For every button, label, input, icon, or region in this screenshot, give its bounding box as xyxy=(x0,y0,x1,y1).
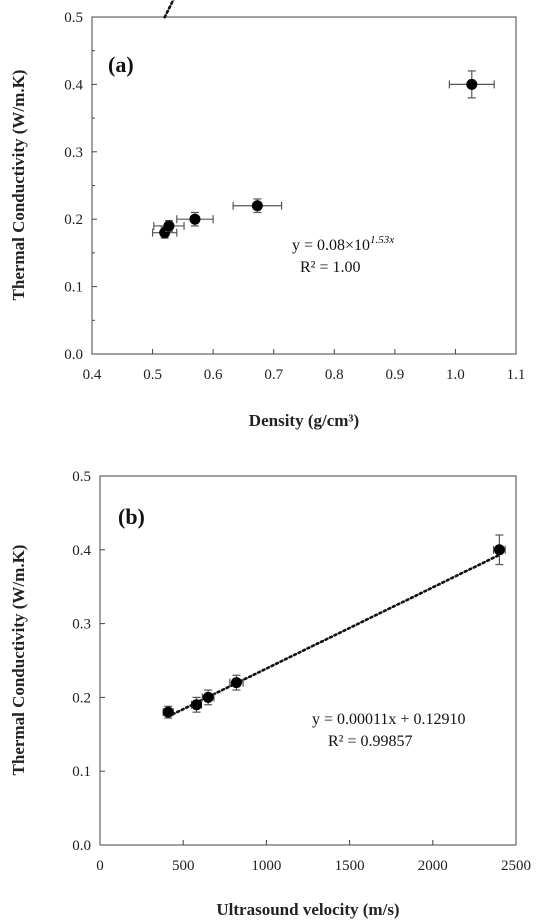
y-tick-label-b: 0.2 xyxy=(72,690,91,706)
y-tick-label-b: 0.3 xyxy=(72,617,91,633)
x-tick-label-a: 0.4 xyxy=(83,367,102,383)
trendline-a xyxy=(163,0,175,19)
y-axis-title-a: Thermal Conductivity (W/m.K) xyxy=(9,70,28,301)
y-tick-label-a: 0.0 xyxy=(64,347,83,363)
marker xyxy=(493,544,505,556)
r2-a: R² = 1.00 xyxy=(300,259,361,276)
x-axis-title-a: Density (g/cm³) xyxy=(249,411,359,430)
panel-label-a: (a) xyxy=(108,52,134,77)
x-tick-label-a: 0.5 xyxy=(143,367,162,383)
equation-b: y = 0.00011x + 0.12910 xyxy=(312,711,465,728)
x-tick-label-b: 500 xyxy=(172,858,195,874)
x-tick-label-b: 1500 xyxy=(335,858,365,874)
x-axis-title-b: Ultrasound velocity (m/s) xyxy=(216,900,399,919)
data-point-b xyxy=(162,705,174,719)
x-tick-label-b: 2000 xyxy=(418,858,448,874)
y-tick-label-b: 0.1 xyxy=(72,764,91,780)
x-tick-label-a: 0.6 xyxy=(204,367,223,383)
plot-area-b xyxy=(99,475,517,846)
y-tick-label-a: 0.3 xyxy=(64,145,83,161)
marker xyxy=(163,220,175,232)
trendline-b xyxy=(166,553,501,718)
x-tick-label-a: 0.8 xyxy=(325,367,344,383)
equation-a: y = 0.08×101.53x xyxy=(292,234,394,254)
marker xyxy=(230,677,242,689)
r2-b: R² = 0.99857 xyxy=(328,733,413,750)
y-tick-label-b: 0.5 xyxy=(72,469,91,485)
x-tick-label-b: 1000 xyxy=(251,858,281,874)
x-tick-label-a: 1.0 xyxy=(446,367,465,383)
plot-area-a xyxy=(91,16,517,355)
x-tick-label-b: 2500 xyxy=(501,858,531,874)
marker xyxy=(202,691,214,703)
marker xyxy=(466,78,478,90)
data-point-a xyxy=(232,198,283,214)
marker xyxy=(251,200,263,212)
panel-a: 0.0 0.1 0.2 0.3 0.4 0.5 0.4 0.5 0.6 0.7 0.8 0.9 1.0… xyxy=(9,0,525,430)
y-tick-label-b: 0.0 xyxy=(72,838,91,854)
y-tick-label-b: 0.4 xyxy=(72,543,91,559)
data-point-a xyxy=(153,219,185,232)
marker xyxy=(189,213,201,225)
y-tick-label-a: 0.1 xyxy=(64,280,83,296)
data-point-a xyxy=(176,211,214,227)
x-tick-label-a: 0.9 xyxy=(385,367,404,383)
data-point-b xyxy=(492,534,506,566)
data-point-b xyxy=(229,674,244,691)
panel-b: 0.00.10.20.30.40.5 0 500 1000 1500 2000 2500 … xyxy=(9,469,531,919)
y-tick-label-a: 0.5 xyxy=(64,10,83,26)
marker xyxy=(191,699,203,711)
data-point-b xyxy=(201,689,215,706)
data-point-a xyxy=(448,70,495,99)
panel-label-b: (b) xyxy=(118,504,145,529)
marker xyxy=(162,706,174,718)
x-tick-label-b: 0 xyxy=(96,858,104,874)
data-point-a xyxy=(151,226,178,239)
y-tick-label-a: 0.4 xyxy=(64,77,83,93)
y-tick-label-a: 0.2 xyxy=(64,212,83,228)
y-axis-title-b: Thermal Conductivity (W/m.K) xyxy=(9,545,28,776)
x-tick-label-a: 1.1 xyxy=(507,367,526,383)
x-tick-label-a: 0.7 xyxy=(264,367,283,383)
data-point-b xyxy=(190,696,203,713)
equation-a-exponent: 1.53x xyxy=(370,234,394,246)
equation-a-base: y = 0.08×10 xyxy=(292,237,370,254)
